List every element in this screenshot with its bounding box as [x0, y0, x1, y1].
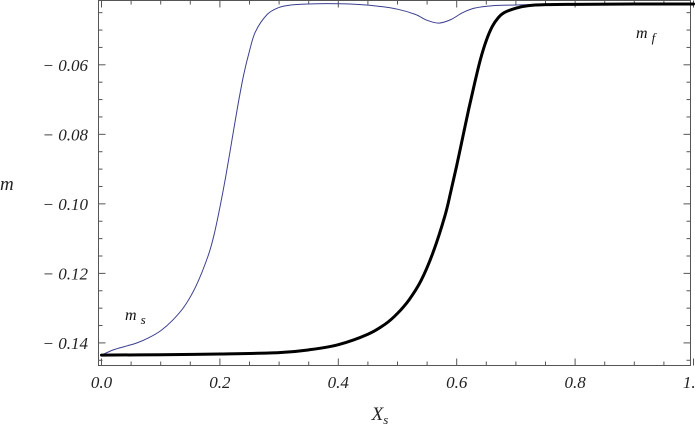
- series-label-m-s-main: m: [125, 307, 137, 324]
- x-tick-label: 1.0: [683, 373, 695, 392]
- series-label-m-f-sub: f: [652, 30, 658, 45]
- series-line-m-s: [101, 3, 694, 356]
- x-axis: 0.0 0.2 0.4 0.6 0.8 1.0: [91, 0, 695, 392]
- y-tick-label: − 0.08: [43, 125, 89, 144]
- x-axis-title-main: X: [371, 404, 385, 425]
- plot-frame: [98, 0, 691, 366]
- series-layer: [100, 2, 695, 357]
- x-tick-label: 0.2: [209, 373, 231, 392]
- x-tick-label: 0.6: [446, 373, 468, 392]
- x-tick-label: 0.8: [564, 373, 586, 392]
- x-axis-title: Xs: [371, 404, 389, 427]
- x-tick-label: 0.0: [91, 373, 113, 392]
- y-tick-label: − 0.12: [43, 264, 89, 283]
- y-tick-label: − 0.10: [43, 195, 89, 214]
- series-label-m-s-sub: s: [141, 312, 146, 327]
- y-axis-title: m: [0, 174, 14, 195]
- x-tick-label: 0.4: [328, 373, 350, 392]
- x-axis-title-sub: s: [383, 412, 388, 427]
- y-tick-label: − 0.14: [43, 334, 89, 353]
- series-line-m-f: [100, 2, 695, 357]
- y-axis: − 0.14 − 0.12 − 0.10 − 0.08 − 0.06: [43, 12, 691, 361]
- series-label-m-f-main: m: [636, 25, 648, 42]
- y-tick-label: − 0.06: [43, 56, 89, 75]
